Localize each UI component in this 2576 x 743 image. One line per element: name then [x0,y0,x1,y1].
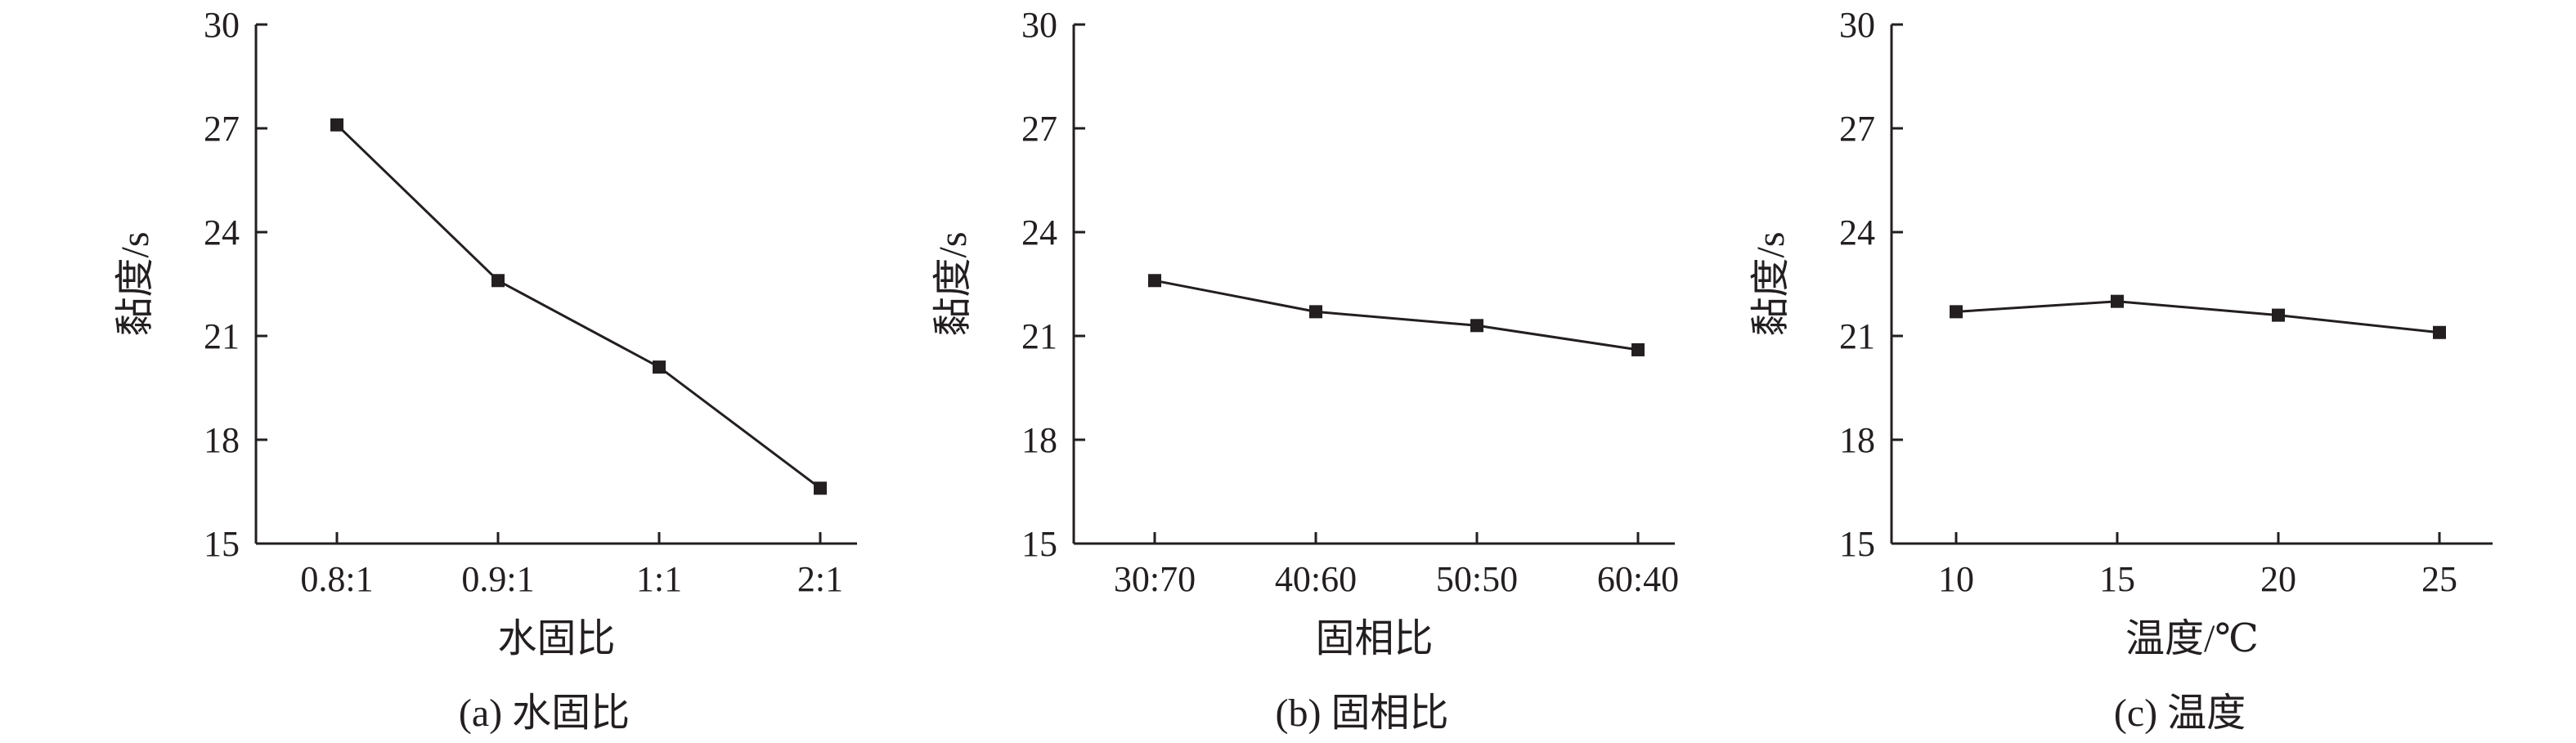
chart-panel-3: 15 18 21 24 27 30 10 15 20 25 温度/℃ 黏度/s (c) 温度 [1749,5,2493,735]
y-tick-label: 21 [1839,316,1875,356]
y-tick-label: 30 [1839,5,1875,45]
series-line [1154,279,1639,351]
y-tick-label: 15 [1021,524,1057,564]
x-tick-label: 30:70 [1114,559,1196,599]
data-point-marker [2111,294,2124,308]
data-point-marker [1631,342,1645,356]
x-axis-label: 固相比 [1315,617,1433,660]
x-axis-label: 温度/℃ [2125,617,2259,660]
y-tick-label: 27 [1839,109,1875,149]
y-tick-label: 18 [1839,420,1875,460]
y-tick-label: 27 [204,109,240,149]
y-axis-label: 黏度/s [114,231,157,336]
y-tick-label: 18 [204,420,240,460]
panel-caption: (b) 固相比 [1276,692,1449,735]
x-tick-label: 20 [2260,559,2296,599]
y-axis-label: 黏度/s [1749,231,1793,336]
data-point-marker [2433,325,2446,339]
x-tick-label: 50:50 [1436,559,1518,599]
data-point-marker [2272,308,2285,322]
x-tick-label: 10 [1938,559,1974,599]
data-point-marker [814,481,827,495]
x-tick-label: 60:40 [1597,559,1679,599]
y-tick-label: 15 [1839,524,1875,564]
data-point-marker [491,274,505,288]
data-point-marker [1148,274,1161,288]
x-tick-label: 0.9:1 [461,559,534,599]
y-tick-label: 15 [204,524,240,564]
data-point-marker [1309,305,1322,319]
y-tick-label: 24 [1839,213,1875,253]
y-tick-label: 27 [1021,109,1057,149]
x-tick-label: 1:1 [636,559,682,599]
x-tick-label: 40:60 [1275,559,1357,599]
panel-caption: (c) 温度 [2114,692,2246,735]
chart-panel-2: 15 18 21 24 27 30 30:70 40:60 50:50 60:40 固相比 黏度/s (… [931,5,1679,735]
x-tick-label: 15 [2099,559,2135,599]
y-tick-label: 21 [1021,316,1057,356]
y-tick-label: 18 [1021,420,1057,460]
y-tick-label: 24 [204,213,240,253]
series-line [1955,300,2440,334]
y-axis-label: 黏度/s [931,231,975,336]
chart-panels: 15 18 21 24 27 30 0.8:1 0.9:1 1:1 2:1 水固比 黏度/s (a) 水… [114,5,2493,735]
data-point-marker [1950,305,1963,319]
panel-caption: (a) 水固比 [459,692,630,735]
x-tick-label: 0.8:1 [300,559,373,599]
x-tick-label: 2:1 [797,559,843,599]
chart-panel-1: 15 18 21 24 27 30 0.8:1 0.9:1 1:1 2:1 水固比 黏度/s (a) 水… [114,5,857,735]
x-tick-label: 25 [2421,559,2457,599]
y-tick-label: 24 [1021,213,1057,253]
y-tick-label: 21 [204,316,240,356]
series-line [335,123,821,490]
data-point-marker [1470,319,1483,333]
x-axis-label: 水固比 [497,617,615,660]
data-point-marker [330,118,343,132]
y-tick-label: 30 [1021,5,1057,45]
y-tick-label: 30 [204,5,240,45]
data-point-marker [653,360,666,374]
